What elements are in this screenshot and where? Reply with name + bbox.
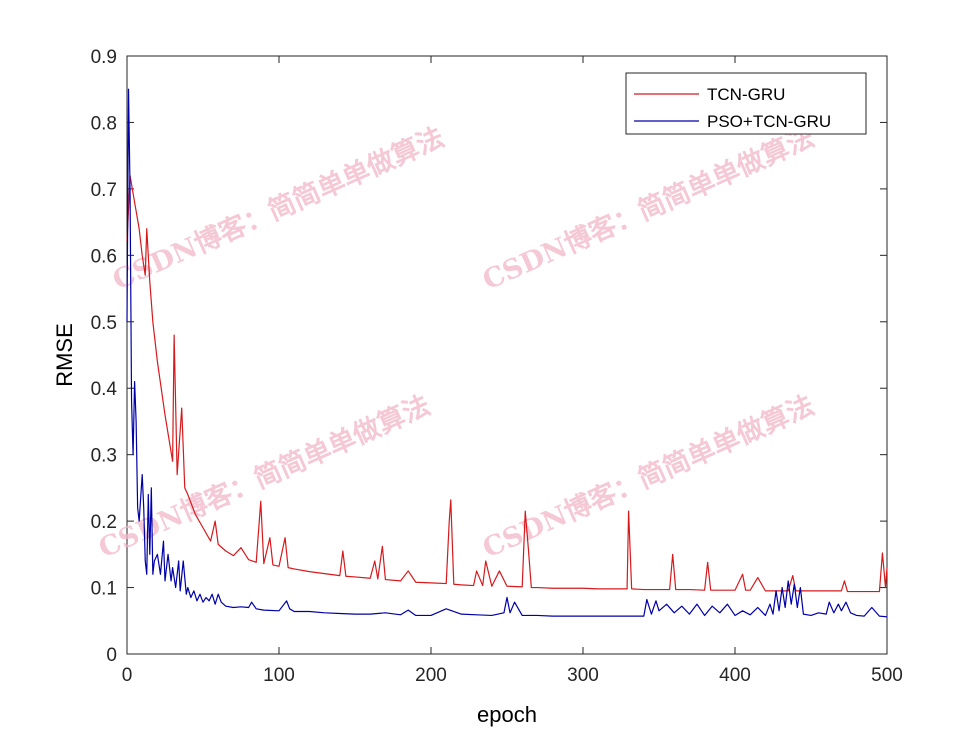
x-tick-label: 200 bbox=[415, 665, 447, 686]
y-tick-label: 0.2 bbox=[91, 512, 117, 533]
y-tick-label: 0.6 bbox=[91, 246, 117, 267]
x-axis-title: epoch bbox=[477, 702, 537, 727]
legend-box bbox=[625, 72, 867, 135]
y-tick-label: 0.8 bbox=[91, 113, 117, 134]
legend-label-pso-tcn-gru: PSO+TCN-GRU bbox=[707, 112, 831, 131]
y-tick-label: 0.9 bbox=[91, 47, 117, 68]
x-tick-label: 300 bbox=[567, 665, 599, 686]
axis-ticks: 0 100 200 300 400 500 0 0.1 0.2 0.3 0.4 0.5 0.6 0.7 0.… bbox=[91, 47, 903, 686]
plot-area bbox=[126, 55, 888, 655]
x-tick-label: 0 bbox=[122, 665, 133, 686]
series-lines bbox=[126, 88, 888, 618]
footer-watermark-sub: CSDN @简简单单做算法 bbox=[819, 713, 975, 730]
y-tick-label: 0 bbox=[106, 645, 117, 666]
legend-label-tcn-gru: TCN-GRU bbox=[707, 85, 785, 104]
y-tick-label: 0.1 bbox=[91, 579, 117, 600]
y-tick-label: 0.7 bbox=[91, 180, 117, 201]
y-tick-label: 0.5 bbox=[91, 313, 117, 334]
x-tick-label: 500 bbox=[871, 665, 903, 686]
legend: TCN-GRU PSO+TCN-GRU bbox=[625, 72, 867, 135]
series-line-tcn-gru bbox=[126, 175, 888, 593]
y-tick-label: 0.3 bbox=[91, 446, 117, 467]
footer-watermark-main: 掘金技术社区 @ 简简单单做算法 bbox=[648, 687, 970, 712]
y-axis-title: RMSE bbox=[52, 323, 77, 387]
y-tick-label: 0.4 bbox=[91, 379, 118, 400]
x-tick-label: 400 bbox=[719, 665, 751, 686]
x-tick-label: 100 bbox=[263, 665, 295, 686]
footer-watermark: 掘金技术社区 @ 简简单单做算法 CSDN @简简单单做算法 bbox=[648, 687, 975, 730]
series-line-pso-tcn-gru bbox=[126, 88, 888, 618]
